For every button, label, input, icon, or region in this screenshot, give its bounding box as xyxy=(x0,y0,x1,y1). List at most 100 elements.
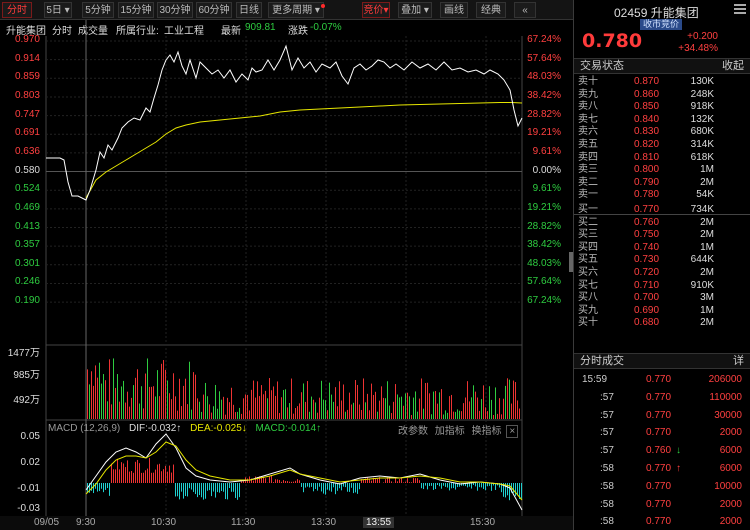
macd-tick-1: 0.05 xyxy=(20,431,40,442)
level-price: 0.710 xyxy=(634,279,660,291)
volume-bar xyxy=(115,387,116,419)
draw-line-button[interactable]: 画线 xyxy=(440,2,468,18)
trades-detail-button[interactable]: 详 xyxy=(733,355,744,367)
volume-bar xyxy=(433,391,434,419)
macd-bar xyxy=(191,483,192,490)
bid-row[interactable]: 买六 0.720 2M xyxy=(574,267,750,280)
collapse-button[interactable]: 收起 xyxy=(722,60,744,72)
tab-daily[interactable]: 日线 xyxy=(236,2,262,18)
percent-tick: 0.00% xyxy=(532,164,561,176)
ask-row[interactable]: 卖六 0.830 680K xyxy=(574,126,750,139)
volume-bar xyxy=(221,399,222,419)
macd-bar xyxy=(103,483,104,493)
volume-bar xyxy=(415,391,416,419)
bid-row[interactable]: 买二 0.760 2M xyxy=(574,217,750,230)
tab-5day[interactable]: 5日 ▾ xyxy=(44,2,72,18)
bid-row[interactable]: 买十 0.680 2M xyxy=(574,317,750,330)
ask-row[interactable]: 卖三 0.800 1M xyxy=(574,164,750,177)
macd-bar xyxy=(181,483,182,492)
tab-60min[interactable]: 60分钟 xyxy=(196,2,232,18)
bid-row[interactable]: 买九 0.690 1M xyxy=(574,305,750,318)
level-volume: 2M xyxy=(700,267,714,278)
bid-row[interactable]: 买一 0.770 734K xyxy=(574,204,750,217)
macd-bar xyxy=(391,481,392,483)
macd-bar xyxy=(383,482,384,483)
volume-bar xyxy=(511,403,512,419)
volume-bar xyxy=(311,396,312,419)
edit-params-link[interactable]: 改参数 xyxy=(398,426,428,437)
collapse-icon[interactable]: « xyxy=(514,2,536,18)
trades-header: 分时成交 详 xyxy=(574,353,750,369)
volume-bar xyxy=(203,394,204,419)
macd-bar xyxy=(141,472,142,483)
classic-button[interactable]: 经典 xyxy=(476,2,506,18)
macd-bar xyxy=(173,464,174,483)
bid-row[interactable]: 买四 0.740 1M xyxy=(574,242,750,255)
volume-bar xyxy=(405,393,406,419)
volume-bar xyxy=(437,403,438,419)
bid-row[interactable]: 买八 0.700 3M xyxy=(574,292,750,305)
ask-row[interactable]: 卖一 0.780 54K xyxy=(574,189,750,202)
bid-row[interactable]: 买三 0.750 2M xyxy=(574,229,750,242)
macd-bar xyxy=(209,483,210,491)
macd-bar xyxy=(299,480,300,483)
ask-row[interactable]: 卖五 0.820 314K xyxy=(574,139,750,152)
volume-bar xyxy=(87,369,88,419)
macd-bar xyxy=(467,483,468,488)
macd-bar xyxy=(261,477,262,483)
level-price: 0.810 xyxy=(634,151,660,163)
overlay-button[interactable]: 叠加 ▾ xyxy=(398,2,432,18)
menu-icon[interactable] xyxy=(734,4,746,14)
volume-bar xyxy=(373,394,374,419)
auction-button[interactable]: 竞价▾ xyxy=(362,2,390,18)
add-indicator-link[interactable]: 加指标 xyxy=(434,426,465,437)
volume-bar xyxy=(519,408,520,419)
volume-bar xyxy=(347,409,348,419)
macd-bar xyxy=(447,483,448,488)
volume-bar xyxy=(223,396,224,419)
switch-indicator-link[interactable]: 换指标 xyxy=(471,426,502,437)
tab-30min[interactable]: 30分钟 xyxy=(157,2,193,18)
trade-time: :58 xyxy=(600,463,614,474)
macd-bar xyxy=(199,483,200,495)
level-price: 0.800 xyxy=(634,164,660,176)
price-tick: 0.636 xyxy=(14,145,40,157)
scroll-handle[interactable] xyxy=(569,252,573,272)
ask-row[interactable]: 卖七 0.840 132K xyxy=(574,114,750,127)
ask-row[interactable]: 卖十 0.870 130K xyxy=(574,76,750,89)
tab-5min[interactable]: 5分钟 xyxy=(82,2,114,18)
volume-bar xyxy=(133,385,134,419)
volume-bar xyxy=(467,381,468,419)
vol-tick-top: 1477万 xyxy=(7,348,40,359)
macd-bar xyxy=(331,483,332,492)
macd-bar xyxy=(279,479,280,483)
close-icon[interactable]: × xyxy=(506,425,519,438)
bid-row[interactable]: 买五 0.730 644K xyxy=(574,254,750,267)
trade-volume: 2000 xyxy=(719,516,742,528)
trade-row: :58 0.770 2000 xyxy=(574,513,750,530)
intraday-chart[interactable] xyxy=(0,0,573,530)
tab-15min[interactable]: 15分钟 xyxy=(118,2,154,18)
macd-bar xyxy=(351,483,352,488)
ask-row[interactable]: 卖二 0.790 2M xyxy=(574,177,750,190)
volume-bar xyxy=(103,374,104,419)
level-price: 0.750 xyxy=(634,229,660,241)
volume-bar xyxy=(225,414,226,419)
macd-bar xyxy=(113,469,114,483)
volume-bar xyxy=(169,393,170,419)
more-periods-dropdown[interactable]: 更多周期 ▾ xyxy=(268,2,325,18)
industry-value[interactable]: 工业工程 xyxy=(164,26,204,37)
volume-bars xyxy=(87,358,520,419)
macd-bar xyxy=(367,477,368,483)
time-1330: 13:30 xyxy=(311,517,337,528)
macd-dea: DEA:-0.025↓ xyxy=(190,423,247,434)
ask-row[interactable]: 卖八 0.850 918K xyxy=(574,101,750,114)
tab-intraday[interactable]: 分时 xyxy=(2,2,32,18)
macd-bar xyxy=(143,472,144,483)
ask-row[interactable]: 卖四 0.810 618K xyxy=(574,152,750,165)
ask-row[interactable]: 卖九 0.860 248K xyxy=(574,89,750,102)
level-label: 卖九 xyxy=(578,88,598,100)
change-label: 涨跌 xyxy=(288,26,308,37)
bid-row[interactable]: 买七 0.710 910K xyxy=(574,280,750,293)
macd-bar xyxy=(365,478,366,483)
